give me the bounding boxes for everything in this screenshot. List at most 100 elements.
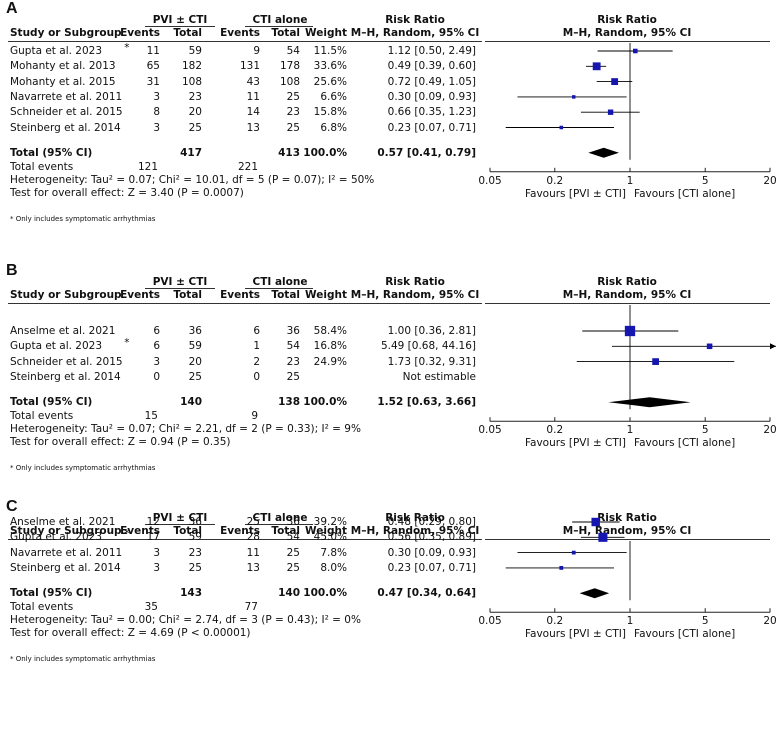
- events-header-1: Events: [120, 525, 160, 537]
- method-header: M–H, Random, 95% CI: [350, 525, 480, 537]
- pooled-estimate-diamond: [608, 397, 691, 408]
- total-pvi: 36: [188, 325, 202, 337]
- total-pvi: 108: [181, 75, 202, 88]
- footnote: * Only includes symptomatic arrhythmias: [10, 655, 156, 664]
- total-pvi: 182: [181, 60, 202, 73]
- favours-left-label: Favours [PVI ± CTI]: [525, 188, 626, 200]
- overall-effect-text: Test for overall effect: Z = 4.69 (P < 0…: [10, 627, 251, 640]
- study-name: Steinberg et al. 2014: [10, 561, 121, 574]
- risk-ratio-ci: 1.00 [0.36, 2.81]: [387, 325, 476, 337]
- total-weight: 100.0%: [303, 587, 347, 600]
- events-header-2: Events: [220, 525, 260, 537]
- total-risk-ratio-ci: 0.57 [0.41, 0.79]: [377, 146, 476, 159]
- rr-header: Risk Ratio: [385, 276, 445, 288]
- total-cti: 25: [286, 546, 300, 559]
- x-axis-tick-label: 0.2: [546, 424, 563, 436]
- total-events-cti: 77: [244, 601, 258, 614]
- events-pvi: 11: [146, 45, 160, 57]
- weight-value: 58.4%: [313, 325, 347, 337]
- risk-ratio-ci: 0.23 [0.07, 0.71]: [387, 561, 476, 574]
- group2-header: CTI alone: [252, 512, 308, 524]
- risk-ratio-ci: 0.56 [0.35, 0.89]: [387, 531, 476, 544]
- risk-ratio-ci: 1.73 [0.32, 9.31]: [387, 355, 476, 368]
- total-pvi: 59: [188, 531, 202, 544]
- total-cti: 25: [286, 561, 300, 574]
- events-cti: 2: [253, 355, 260, 368]
- risk-ratio-ci: 0.49 [0.39, 0.60]: [387, 60, 476, 73]
- events-pvi: 3: [153, 90, 160, 103]
- footnote: * Only includes symptomatic arrhythmias: [10, 464, 156, 473]
- weight-header: Weight: [305, 525, 347, 537]
- risk-ratio-ci: 0.72 [0.49, 1.05]: [387, 75, 476, 88]
- x-axis-tick-label: 20: [763, 424, 776, 436]
- x-axis-tick-label: 5: [702, 615, 709, 627]
- plot-method-header: M–H, Random, 95% CI: [562, 27, 692, 39]
- weight-value: 6.8%: [320, 121, 347, 134]
- events-cti: 131: [239, 60, 260, 73]
- total-events-label: Total events: [10, 601, 74, 614]
- total-pvi: 23: [188, 90, 202, 103]
- events-cti: 1: [253, 340, 260, 353]
- events-header-1: Events: [120, 289, 160, 301]
- total-pvi: 20: [188, 355, 202, 368]
- total-header-1: Total: [173, 27, 202, 39]
- plot-rr-header: Risk Ratio: [597, 512, 657, 524]
- study-name: Mohanty et al. 2013: [10, 60, 116, 73]
- events-pvi: 12: [146, 516, 160, 528]
- study-name: Steinberg et al. 2014: [10, 370, 121, 383]
- events-pvi: 3: [153, 561, 160, 574]
- study-point-estimate: [624, 325, 636, 337]
- total-pvi: 25: [188, 561, 202, 574]
- total-weight: 100.0%: [303, 146, 347, 159]
- favours-left-label: Favours [PVI ± CTI]: [525, 437, 626, 449]
- overall-effect-text: Test for overall effect: Z = 3.40 (P = 0…: [10, 186, 244, 199]
- study-name: Mohanty et al. 2015: [10, 75, 116, 88]
- total-cti: 54: [286, 531, 300, 544]
- table-header-rule: [8, 41, 482, 42]
- total-pvi: 25: [188, 370, 202, 383]
- total-pvi: 36: [188, 516, 202, 528]
- forest-plot: 0.05 0.2 1 5 20 Favours [PVI ± CTI] Favours [C…: [478, 305, 777, 449]
- total-label: Total (95% CI): [10, 146, 93, 159]
- total-pvi: 59: [188, 45, 202, 57]
- total-header-2: Total: [271, 27, 300, 39]
- events-pvi: 17: [146, 531, 160, 544]
- study-name: Schneider et al. 2015: [10, 106, 123, 119]
- risk-ratio-ci: 0.30 [0.09, 0.93]: [387, 546, 476, 559]
- heterogeneity-text: Heterogeneity: Tau² = 0.00; Chi² = 2.74,…: [10, 614, 361, 627]
- x-axis-tick-label: 1: [627, 615, 634, 627]
- plot-header-rule: [485, 41, 770, 42]
- total-pvi: 23: [188, 546, 202, 559]
- study-name: Gupta et al. 2023: [10, 45, 103, 57]
- panel-label: C: [6, 498, 18, 515]
- footnote: * Only includes symptomatic arrhythmias: [10, 214, 156, 223]
- study-point-estimate: [633, 48, 638, 54]
- total-cti: 36: [286, 516, 300, 528]
- rr-header: Risk Ratio: [385, 14, 445, 26]
- plot-rr-header: Risk Ratio: [597, 14, 657, 26]
- risk-ratio-ci: 0.23 [0.07, 0.71]: [387, 121, 476, 134]
- risk-ratio-ci: 0.66 [0.35, 1.23]: [387, 106, 476, 119]
- study-point-estimate: [598, 532, 608, 542]
- events-pvi: 3: [153, 546, 160, 559]
- total-events-pvi: 15: [144, 410, 158, 423]
- risk-ratio-ci: 5.49 [0.68, 44.16]: [380, 340, 476, 353]
- favours-right-label: Favours [CTI alone]: [634, 188, 735, 200]
- plot-header-rule: [485, 303, 770, 304]
- study-name: Steinberg et al. 2014: [10, 121, 121, 134]
- study-point-estimate: [559, 125, 564, 130]
- total-cti: 178: [279, 60, 300, 73]
- table-header-rule: [8, 539, 482, 540]
- events-pvi: 0: [153, 370, 160, 383]
- x-axis-tick-label: 20: [763, 615, 776, 627]
- favours-right-label: Favours [CTI alone]: [634, 628, 735, 640]
- forest-plot: 0.05 0.2 1 5 20 Favours [PVI ± CTI] Favours [C…: [478, 43, 777, 200]
- total-cti: 108: [279, 75, 300, 88]
- study-name: Navarrete et al. 2011: [10, 546, 123, 559]
- panel-label: B: [6, 262, 18, 279]
- study-name: Schneider et al. 2015: [10, 355, 123, 368]
- x-axis-tick-label: 1: [627, 424, 634, 436]
- x-axis-tick-label: 5: [702, 424, 709, 436]
- group2-header: CTI alone: [252, 14, 308, 26]
- ci-arrow: [770, 343, 776, 350]
